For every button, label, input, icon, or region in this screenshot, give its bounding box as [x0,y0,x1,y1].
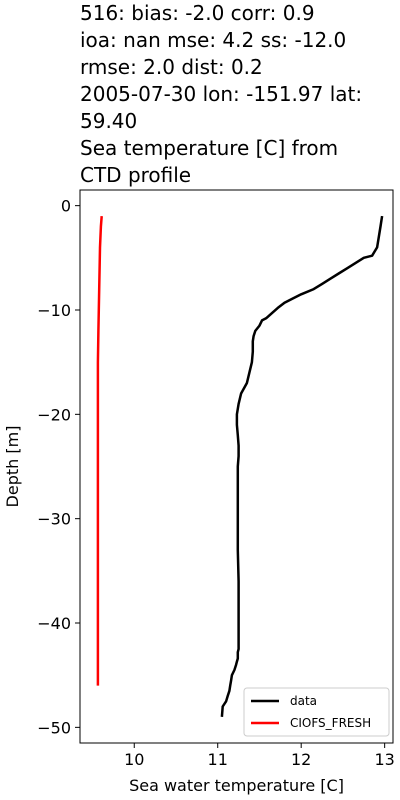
x-axis: 10 11 12 13 [124,743,395,769]
y-tick-label: −30 [37,510,71,529]
y-tick-label: −50 [37,718,71,737]
axes-frame [79,189,394,744]
x-axis-label: Sea water temperature [C] [129,776,344,795]
y-tick-label: −40 [37,614,71,633]
x-tick-label: 11 [208,750,228,769]
title-line: ioa: nan mse: 4.2 ss: -12.0 [80,28,347,52]
title-line: rmse: 2.0 dist: 0.2 [80,55,263,79]
y-axis: 0 −10 −20 −30 −40 −50 [37,197,80,737]
title-line: Sea temperature [C] from [80,136,339,160]
legend-box [243,687,390,737]
x-tick-label: 10 [124,750,144,769]
y-tick-label: −20 [37,405,71,424]
title-line: 59.40 [80,109,138,133]
legend: data CIOFS_FRESH [243,687,390,737]
series-line-data [220,215,384,717]
y-tick-label: −10 [37,301,71,320]
legend-label: data [290,694,317,708]
y-axis-label: Depth [m] [3,426,22,508]
x-tick-label: 12 [291,750,311,769]
title-line: 516: bias: -2.0 corr: 0.9 [80,1,315,25]
series-line-ciofs-fresh [96,216,103,686]
chart-title: 516: bias: -2.0 corr: 0.9 ioa: nan mse: … [80,0,398,189]
legend-label: CIOFS_FRESH [290,716,371,730]
title-line: 2005-07-30 lon: -151.97 lat: [80,82,363,106]
x-tick-label: 13 [374,750,394,769]
title-line: CTD profile [80,163,192,187]
y-tick-label: 0 [61,197,71,216]
plot-lines [96,215,384,717]
